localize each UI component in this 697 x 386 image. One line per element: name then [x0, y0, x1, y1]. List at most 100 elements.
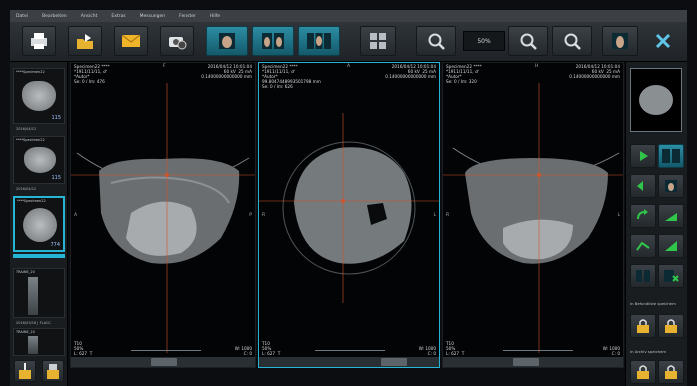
mail-button[interactable] [114, 26, 148, 56]
slice-scroll-knob[interactable] [513, 358, 539, 366]
save-archive-button[interactable] [630, 360, 656, 384]
save-archive-alt-button[interactable] [658, 360, 684, 384]
annotate-button[interactable] [658, 234, 684, 258]
orientation-right: L [617, 213, 620, 218]
study-image-count: 115 [51, 175, 61, 181]
viewport-footer-right: W: 1000 C: 0 [418, 346, 436, 356]
zoom-out-button[interactable] [552, 26, 592, 56]
selection-bar [13, 254, 65, 258]
mpr-icon [662, 149, 680, 163]
specimen-thumbnail-image [24, 147, 56, 173]
screenshot-button[interactable] [160, 26, 194, 56]
zoom-out-icon [564, 33, 581, 50]
view-double-button[interactable] [252, 26, 294, 56]
menu-item-tools[interactable]: Extras [111, 13, 126, 19]
specimen-thumbnail-image [22, 81, 56, 111]
viewport-info-left: Specimen22 **** *1911/11/11, ♂ *Autor* 9… [262, 64, 321, 89]
import-icon [19, 363, 31, 379]
menu-item-measure[interactable]: Messungen [139, 13, 166, 19]
study-image-count: 115 [51, 115, 61, 121]
view-triple-button[interactable] [298, 26, 340, 56]
scale-ruler [315, 350, 385, 354]
study-date: 2016/04/12 [16, 127, 37, 131]
grid-icon [370, 33, 386, 49]
study-date: 2016/03/16 | FLACC [16, 321, 51, 325]
orientation-right: L [433, 213, 436, 218]
main-toolbar: 50% [10, 22, 687, 62]
compare-button[interactable] [630, 264, 656, 288]
tools-panel: In Befundliste speichern In Archiv speic… [625, 62, 687, 386]
viewport-info-right: 2016/04/12 10:01:04 60 kV 25 mA 0.140000… [385, 64, 436, 79]
slice-icon [665, 180, 677, 192]
orientation-left: R [262, 213, 266, 218]
delete-view-button[interactable] [658, 264, 684, 288]
menu-item-view[interactable]: Ansicht [80, 13, 98, 19]
study-thumbnail[interactable]: TRAINE_20 [13, 328, 65, 356]
save-findings-alt-button[interactable] [658, 314, 684, 338]
menu-item-help[interactable]: Hilfe [209, 13, 221, 19]
menu-item-window[interactable]: Fenster [179, 13, 196, 19]
viewport-footer-right: W: 1000 C: 0 [602, 346, 620, 356]
export-button[interactable] [68, 26, 102, 56]
study-thumbnail-selected[interactable]: ****Specimen22 774 [13, 196, 65, 252]
viewport-footer-left: T10 50% L: 627 T [446, 341, 465, 356]
play-button[interactable] [630, 144, 656, 168]
measure-button[interactable] [630, 234, 656, 258]
study-thumbnail[interactable]: TRAINE_20 2016/03/16 | FLACC [13, 268, 65, 325]
study-label: ****Specimen22 [17, 199, 46, 203]
scale-ruler [131, 350, 201, 354]
flip-button[interactable] [658, 204, 684, 228]
slice-view-button[interactable] [658, 174, 684, 198]
viewport-footer-right: W: 1000 C: 0 [234, 346, 252, 356]
zoom-fit-button[interactable] [416, 26, 456, 56]
view-single-button[interactable] [206, 26, 248, 56]
slice-prev-button[interactable] [630, 174, 656, 198]
lock-folder-icon [665, 319, 677, 333]
study-date: 2016/04/12 [16, 187, 37, 191]
orientation-top: H [535, 64, 539, 69]
measure-icon [636, 241, 650, 251]
slice-scrollbar[interactable] [443, 357, 623, 367]
study-thumbnail[interactable]: ****Specimen22 115 2016/04/12 [13, 136, 65, 191]
grid-layout-button[interactable] [360, 26, 396, 56]
slice-scrollbar[interactable] [71, 357, 255, 367]
viewport-1[interactable]: Specimen22 **** *1911/11/11, ♂ *Autor* S… [70, 62, 256, 368]
save-findings-button[interactable] [630, 314, 656, 338]
viewport-info-left: Specimen22 **** *1911/11/11, ♂ *Autor* S… [74, 64, 110, 84]
annotate-icon [665, 241, 677, 251]
zoom-level[interactable]: 50% [463, 31, 505, 51]
play-icon [640, 151, 648, 161]
study-label: TRAINE_20 [16, 270, 35, 274]
zoom-in-button[interactable] [508, 26, 548, 56]
viewport-3[interactable]: Specimen22 **** *1911/11/11, ♂ *Autor* S… [442, 62, 624, 368]
mpr-view-button[interactable] [658, 144, 684, 168]
study-label: TRAINE_20 [16, 330, 35, 334]
archive-icon [47, 364, 59, 379]
flip-icon [665, 213, 677, 221]
navigator-preview[interactable] [630, 68, 682, 132]
menu-item-file[interactable]: Datei [16, 13, 29, 19]
slice-scroll-knob[interactable] [151, 358, 177, 366]
ct-image-2 [259, 113, 439, 303]
orientation-top: F [163, 64, 166, 69]
study-panel: ****Specimen22 115 2016/04/12 ****Specim… [10, 62, 68, 386]
navigator-image [639, 85, 673, 115]
specimen-thumbnail-image [28, 277, 38, 315]
layout-button[interactable] [602, 26, 638, 56]
slice-scrollbar[interactable] [259, 357, 439, 367]
menu-item-edit[interactable]: Bearbeiten [42, 13, 67, 19]
archive-button[interactable] [42, 360, 64, 382]
slice-scroll-knob[interactable] [381, 358, 407, 366]
orientation-right: P [249, 213, 252, 218]
viewport-2[interactable]: Specimen22 **** *1911/11/11, ♂ *Autor* 9… [258, 62, 440, 368]
study-thumbnail[interactable]: ****Specimen22 115 2016/04/12 [13, 68, 65, 131]
viewport-footer-left: T10 50% L: 627 T [262, 341, 281, 356]
print-button[interactable] [22, 26, 56, 56]
zoom-in-icon [520, 33, 537, 50]
scale-ruler [503, 350, 573, 354]
import-button[interactable] [14, 360, 36, 382]
rotate-button[interactable] [630, 204, 656, 228]
view-triple-icon [307, 33, 331, 49]
close-button[interactable] [646, 26, 680, 56]
view-double-icon [262, 33, 284, 49]
